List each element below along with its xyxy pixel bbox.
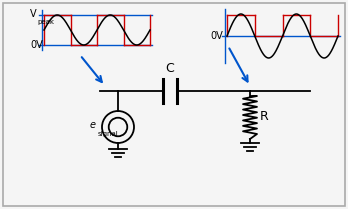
Text: C: C: [166, 62, 174, 75]
Text: 0V: 0V: [210, 31, 223, 41]
Text: e: e: [90, 120, 96, 130]
Text: V: V: [30, 9, 37, 19]
Text: peak: peak: [37, 19, 54, 25]
Text: R: R: [260, 111, 269, 124]
Text: signal: signal: [98, 131, 119, 137]
Text: 0V: 0V: [30, 40, 43, 50]
